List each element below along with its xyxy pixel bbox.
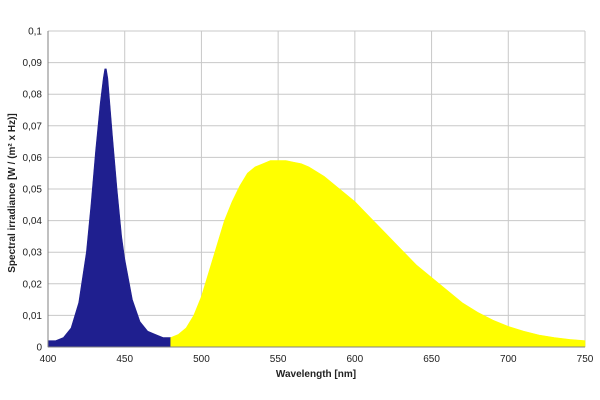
y-axis-title: Spectral irradiance [W / (m² x Hz)] xyxy=(7,113,18,272)
series-area-1 xyxy=(47,68,172,348)
x-tick-label: 400 xyxy=(40,354,57,365)
tick-labels: 400 450 500 550 600 650 700 750 0 0,01 0,02 0,03 0,0… xyxy=(23,27,594,366)
series-layer xyxy=(47,68,586,348)
x-tick-label: 450 xyxy=(116,354,133,365)
series-area-2 xyxy=(170,160,586,348)
y-tick-label: 0,01 xyxy=(23,311,43,322)
y-tick-label: 0,06 xyxy=(23,153,43,164)
y-tick-label: 0,1 xyxy=(28,27,42,38)
y-tick-label: 0 xyxy=(36,343,42,354)
x-axis-title: Wavelength [nm] xyxy=(276,369,356,380)
y-tick-label: 0,09 xyxy=(23,58,43,69)
y-tick-label: 0,07 xyxy=(23,121,43,132)
y-tick-label: 0,05 xyxy=(23,185,43,196)
y-tick-label: 0,04 xyxy=(23,216,43,227)
x-tick-label: 600 xyxy=(347,354,364,365)
x-tick-label: 500 xyxy=(193,354,210,365)
x-tick-label: 550 xyxy=(270,354,287,365)
x-tick-label: 700 xyxy=(500,354,517,365)
y-tick-label: 0,03 xyxy=(23,248,43,259)
x-tick-label: 750 xyxy=(577,354,594,365)
axes-layer xyxy=(47,31,585,348)
x-tick-label: 650 xyxy=(423,354,440,365)
y-tick-label: 0,02 xyxy=(23,279,43,290)
y-tick-label: 0,08 xyxy=(23,90,43,101)
